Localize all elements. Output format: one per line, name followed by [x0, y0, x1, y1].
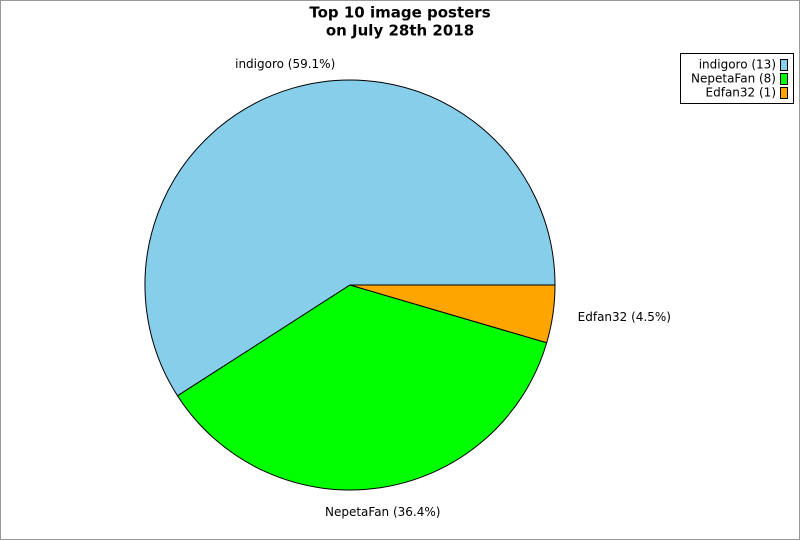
legend-label: NepetaFan (8) — [691, 72, 776, 86]
legend-swatch — [780, 73, 788, 85]
slice-label: indigoro (59.1%) — [235, 57, 335, 71]
legend-swatch — [780, 87, 788, 99]
pie-slice — [349, 284, 556, 344]
pie-slice — [176, 284, 548, 491]
chart-title: on July 28th 2018 — [326, 22, 474, 40]
legend-swatch — [780, 59, 788, 71]
slice-label: NepetaFan (36.4%) — [325, 505, 440, 519]
pie-slice — [144, 79, 556, 397]
slice-label: Edfan32 (4.5%) — [578, 310, 671, 324]
legend-label: indigoro (13) — [699, 58, 776, 72]
chart-title: Top 10 image posters — [309, 4, 490, 22]
legend-label: Edfan32 (1) — [706, 86, 776, 100]
legend-box — [680, 53, 794, 104]
